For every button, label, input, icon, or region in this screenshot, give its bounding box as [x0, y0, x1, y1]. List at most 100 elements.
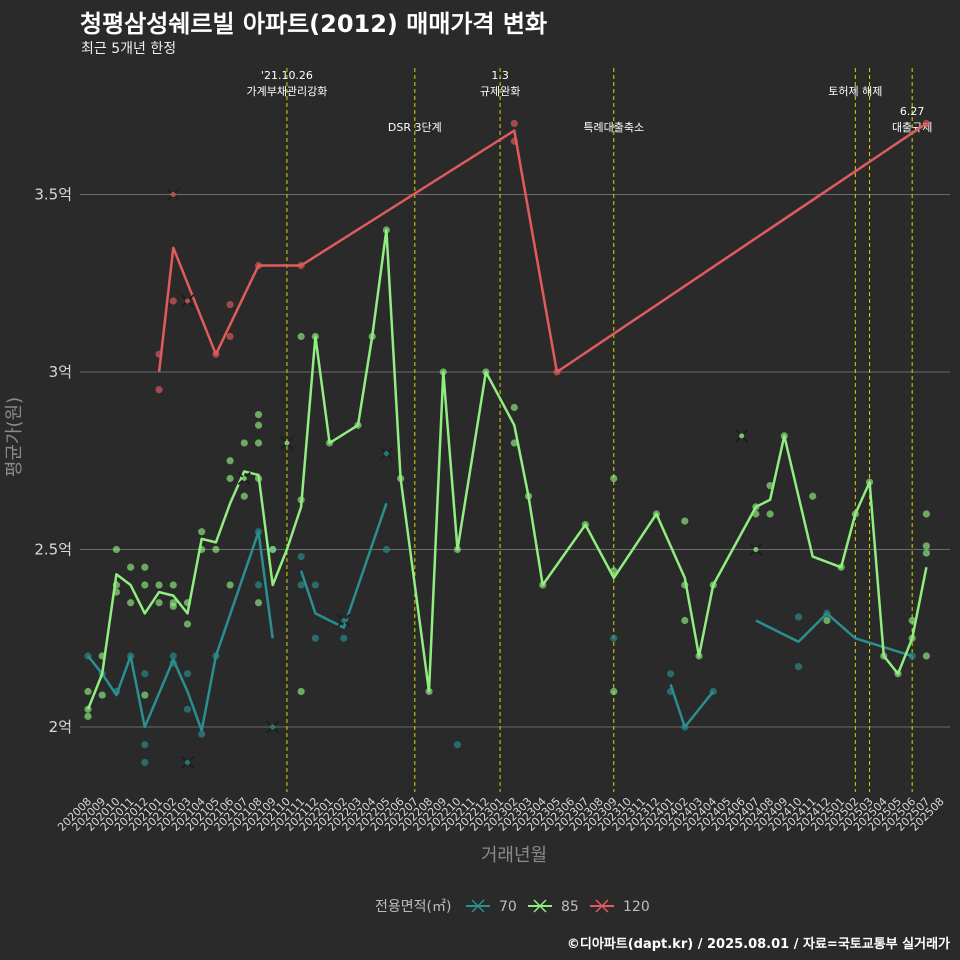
event-label-0: '21.10.26 가계부채관리강화: [246, 69, 327, 98]
series-85-point: [610, 567, 618, 575]
series-85-point: [141, 581, 149, 589]
series-120-point: [553, 368, 561, 376]
x-axis-ticks: 2020082020092020102020112020122021012021…: [55, 795, 946, 834]
series-85-point: [254, 599, 263, 607]
series-70-point: [610, 634, 618, 642]
series-85-point: [766, 510, 774, 518]
series-85-point: [709, 581, 717, 589]
series-70-point: [84, 652, 92, 660]
series-70-cross-point: [383, 451, 389, 457]
y-axis-ticks: 2억 2.5억 3억 3.5억: [34, 186, 72, 737]
series-85-point: [155, 599, 163, 607]
event-label-6: 6.27 대출규제: [892, 105, 932, 134]
series-85-cross-point: [284, 440, 290, 446]
series-85-point: [766, 482, 774, 490]
series-85-point: [84, 712, 92, 720]
event-label-3: 특례대출축소: [583, 121, 644, 134]
series-85-point: [439, 368, 447, 376]
legend-label-85: 85: [561, 899, 579, 915]
series-70-point: [311, 634, 319, 642]
series-85-point: [254, 474, 263, 483]
series-85-point: [908, 616, 916, 625]
series-70-point: [667, 670, 675, 678]
series-85-point: [127, 599, 135, 607]
series-70-point: [667, 687, 675, 696]
series-70: [84, 447, 916, 770]
series-85-point: [539, 581, 547, 589]
series-120-point: [212, 350, 220, 358]
y-tick-label: 2.5억: [34, 541, 72, 559]
series-85-point: [397, 474, 405, 483]
series-70-point: [198, 730, 206, 738]
series-85-point: [98, 652, 106, 660]
series-85-point: [837, 563, 845, 571]
series-85-point: [127, 563, 135, 571]
series-85-point: [226, 581, 234, 589]
series-70-line-2: [669, 684, 715, 729]
series-85-line-0: [86, 228, 928, 710]
series-70-line-1: [299, 502, 388, 629]
legend-title: 전용면적(㎡): [375, 899, 451, 915]
grid-lines: [80, 194, 950, 728]
series-85-point: [183, 620, 192, 628]
series-70-point: [681, 723, 689, 731]
series-85-point: [269, 545, 277, 554]
series-85-point: [297, 496, 305, 504]
series-70-cross-point: [341, 618, 347, 623]
event-label-4: 토허제 해제: [828, 84, 882, 98]
series-85-point: [652, 510, 661, 518]
series-70-point: [183, 705, 192, 713]
series-85-point: [198, 545, 206, 554]
series-85-point: [112, 581, 121, 589]
series-85-point: [880, 652, 888, 660]
series-85-point: [482, 368, 490, 376]
series-120: [155, 119, 930, 394]
y-axis-label: 평균가(원): [4, 397, 25, 477]
series-85-point: [425, 687, 433, 696]
series-85-point: [84, 705, 92, 713]
series-120-point: [226, 332, 234, 341]
series-70-point: [794, 663, 803, 671]
series-85-point: [823, 616, 831, 625]
source-caption: ©디아파트(dapt.kr) / 2025.08.01 / 자료=국토교통부 실…: [566, 937, 950, 952]
series-85-point: [610, 687, 618, 696]
series-85-cross-point: [739, 433, 745, 439]
series-85-point: [510, 439, 518, 447]
series-85-point: [510, 403, 518, 412]
series-85-point: [112, 545, 121, 554]
series-85-point: [226, 457, 234, 465]
series-85-point: [325, 439, 334, 447]
series-120-point: [510, 119, 518, 128]
series-70-point: [169, 659, 177, 667]
y-tick-label: 3억: [49, 363, 72, 381]
legend: 전용면적(㎡) 70 85 120: [375, 899, 650, 915]
series-85-point: [297, 687, 305, 696]
series-85-point: [681, 581, 689, 589]
series-70-point: [141, 741, 149, 749]
series-layer: [84, 119, 930, 770]
series-70-point: [823, 609, 831, 618]
series-85-point: [226, 474, 234, 483]
y-tick-label: 3.5억: [34, 186, 72, 204]
y-tick-label: 2억: [49, 718, 72, 736]
series-70-point: [169, 652, 177, 660]
series-70-point: [212, 652, 220, 660]
series-85-point: [98, 691, 106, 699]
series-70-point: [908, 652, 916, 660]
series-85-point: [240, 492, 248, 500]
series-120-point: [297, 261, 305, 270]
series-85-point: [297, 332, 305, 341]
series-120-point: [226, 300, 234, 309]
series-85-point: [865, 478, 874, 486]
legend-key-cross-120: [595, 899, 609, 913]
series-85-point: [84, 687, 92, 696]
series-85-point: [183, 599, 192, 607]
series-85-point: [112, 588, 121, 596]
series-85-point: [212, 545, 220, 554]
series-85-point: [581, 521, 589, 529]
series-70-point: [297, 581, 305, 589]
series-120-point: [510, 137, 518, 145]
series-70-point: [254, 528, 263, 536]
series-85-point: [141, 691, 149, 699]
series-85-point: [141, 563, 149, 571]
